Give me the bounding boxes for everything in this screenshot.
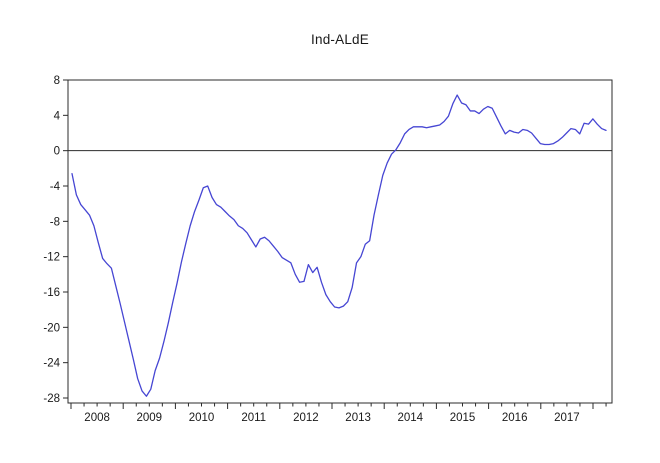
x-axis-label: 2008 [84,412,110,424]
plot-border [67,79,613,404]
y-axis-label: -4 [50,181,61,193]
x-axis-label: 2013 [345,412,371,424]
y-axis-label: -28 [43,393,60,405]
y-axis-label: -20 [43,322,60,334]
x-axis-label: 2011 [241,412,266,424]
x-axis-label: 2010 [189,412,215,424]
y-axis-label: -12 [43,252,60,264]
y-axis-label: -24 [43,358,60,370]
y-axis-label: -8 [50,216,60,228]
y-axis-label: -16 [43,287,60,299]
x-axis-label: 2016 [502,412,528,424]
x-axis-label: 2012 [293,412,319,424]
x-axis-label: 2014 [398,412,424,424]
y-axis-label: 8 [54,75,60,87]
y-axis-label: 4 [54,110,61,122]
y-axis-label: 0 [54,146,60,158]
data-series-line [71,94,607,397]
x-axis-label: 2017 [554,412,580,424]
x-axis-label: 2015 [450,412,476,424]
chart-title: Ind-ALdE [311,32,369,47]
x-axis-label: 2009 [137,412,163,424]
